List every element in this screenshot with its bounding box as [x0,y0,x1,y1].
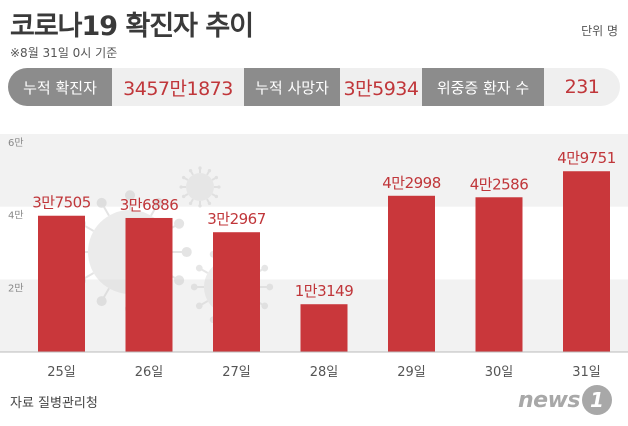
logo-mark: 1 [582,385,612,415]
bar-value-label: 4만2998 [382,174,441,192]
stat-label-total-cases: 누적 확진자 [8,68,112,106]
y-tick-label: 2만 [8,282,24,294]
unit-label: 단위 명 [581,24,618,38]
news1-logo: news 1 [518,385,612,415]
y-tick-label: 6만 [8,137,24,149]
bar-value-label: 1만3149 [295,282,354,300]
x-tick-label: 30일 [485,365,514,380]
stat-value-total-deaths: 3만5934 [340,68,422,106]
x-tick-label: 25일 [47,365,76,380]
bar [38,215,85,352]
source-label: 자료 질병관리청 [10,396,98,411]
stat-value-critical-patients: 231 [544,68,620,106]
x-tick-label: 28일 [310,365,339,380]
bar [125,217,173,352]
bar-value-label: 3만2967 [207,210,266,228]
stat-label-total-deaths: 누적 사망자 [244,68,340,106]
bar [475,197,523,352]
y-tick-label: 4만 [8,210,24,222]
logo-text: news [517,387,581,413]
virus-icon [179,166,221,208]
bar-value-label: 3만6886 [120,196,179,214]
bar [300,304,348,352]
bar [213,232,260,352]
summary-stats-bar: 누적 확진자 3457만1873 누적 사망자 3만5934 위중증 환자 수 … [8,68,620,106]
stat-value-total-cases: 3457만1873 [112,68,244,106]
bar [388,195,435,352]
bar [563,171,610,352]
date-note: ※8월 31일 0시 기준 [10,46,118,60]
bar-value-label: 4만2586 [470,175,529,193]
x-tick-label: 29일 [397,365,426,380]
x-tick-label: 27일 [222,365,251,380]
x-tick-label: 31일 [572,365,601,380]
page-title: 코로나19 확진자 추이 [10,11,254,42]
grid-band [0,134,628,207]
bar-value-label: 4만9751 [557,149,616,167]
bar-value-label: 3만7505 [32,194,91,212]
bar-chart: 2만 4만 6만 3만7505 3만6886 3만2967 1만3149 4만2998 4만25… [0,134,628,380]
x-tick-label: 26일 [135,365,164,380]
stat-label-critical-patients: 위중증 환자 수 [422,68,544,106]
